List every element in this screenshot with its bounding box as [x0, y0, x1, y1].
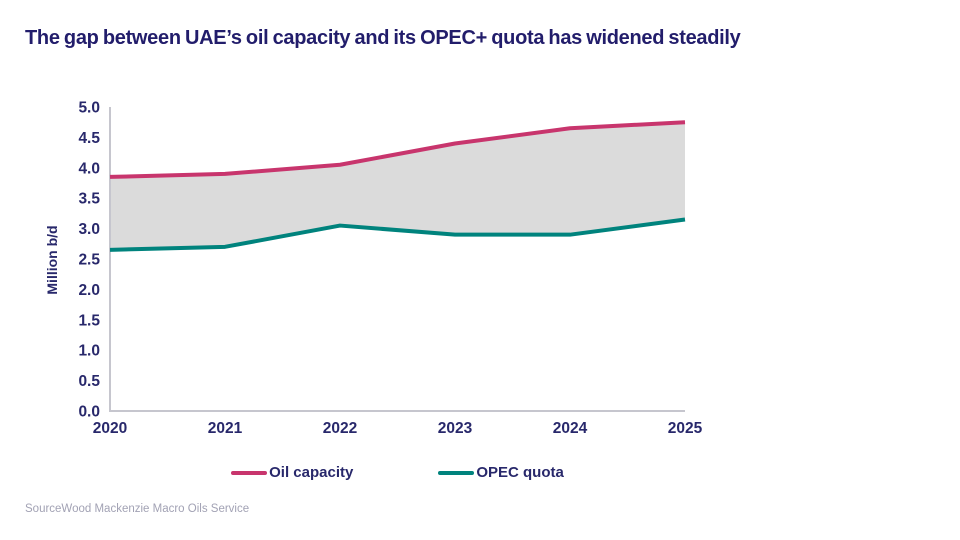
- legend-item-opec-quota: OPEC quota: [438, 464, 564, 481]
- oil-capacity-line-swatch: [231, 470, 268, 475]
- y-tick-label: 2.5: [78, 252, 100, 269]
- legend-label-oil-capacity: Oil capacity: [269, 464, 354, 481]
- gap-band: [110, 122, 685, 250]
- axis-lines: [109, 107, 685, 412]
- legend-label-opec-quota: OPEC quota: [476, 464, 564, 481]
- y-axis-title: Million b/d: [44, 225, 60, 294]
- x-tick-label: 2022: [323, 420, 357, 437]
- legend-item-oil-capacity: Oil capacity: [231, 464, 353, 481]
- x-tick-label: 2024: [553, 420, 588, 437]
- chart-legend: Oil capacity OPEC quota: [110, 464, 685, 481]
- y-tick-label: 3.5: [78, 191, 100, 208]
- opec-quota-line-swatch: [438, 470, 475, 475]
- y-tick-label: 0.0: [78, 404, 100, 421]
- y-tick-label: 1.0: [78, 343, 100, 360]
- x-tick-label: 2025: [668, 420, 703, 437]
- series-line-oil-capacity: [109, 120, 686, 179]
- source-note: SourceWood Mackenzie Macro Oils Service: [25, 503, 250, 515]
- y-tick-label: 5.0: [78, 100, 100, 117]
- x-tick-label: 2023: [438, 420, 473, 437]
- x-tick-label: 2021: [208, 420, 243, 437]
- y-tick-label: 4.0: [78, 160, 100, 177]
- chart-title: The gap between UAE’s oil capacity and i…: [25, 27, 741, 49]
- y-tick-label: 1.5: [78, 312, 100, 329]
- y-tick-label: 3.0: [78, 221, 100, 238]
- y-tick-label: 0.5: [78, 373, 100, 390]
- x-tick-label: 2020: [93, 420, 127, 437]
- y-tick-label: 4.5: [78, 130, 100, 147]
- y-tick-label: 2.0: [78, 282, 100, 299]
- series-line-opec-quota: [109, 217, 686, 252]
